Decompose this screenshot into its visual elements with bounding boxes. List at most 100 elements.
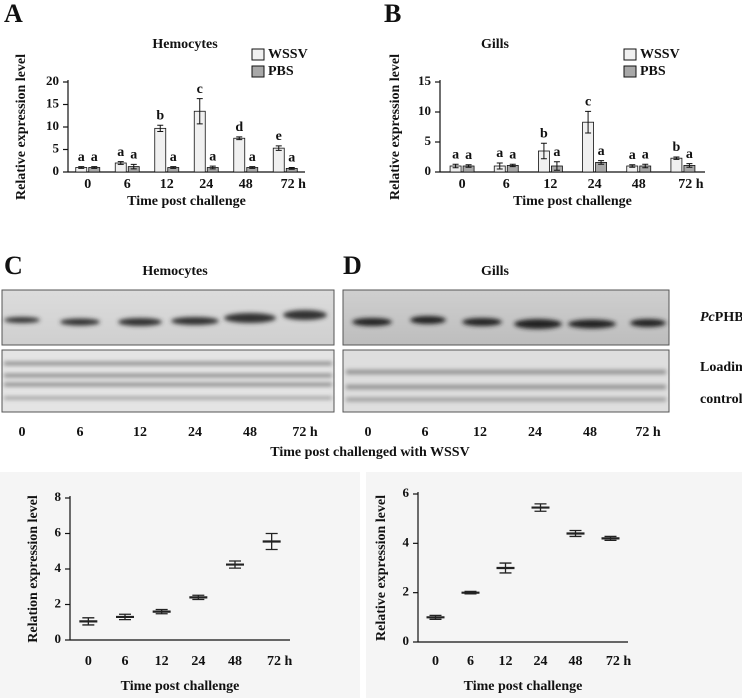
- x-tick-label: 72 h: [267, 654, 293, 669]
- error-bar: [598, 160, 605, 165]
- error-bar: [236, 136, 243, 141]
- panel-label: B: [384, 0, 401, 28]
- significance-letter: a: [629, 148, 636, 163]
- error-bar: [117, 161, 124, 165]
- x-tick-label: 24: [534, 654, 548, 669]
- x-tick-label: 72 h: [678, 177, 704, 192]
- error-bar: [288, 167, 295, 170]
- error-bar: [553, 161, 560, 171]
- error-bar: [157, 124, 164, 132]
- significance-letter: a: [117, 145, 124, 160]
- significance-letter: a: [91, 150, 98, 165]
- y-tick-label: 4: [55, 560, 62, 575]
- significance-letter: c: [585, 95, 591, 110]
- error-bar: [642, 163, 649, 169]
- lane-label: 0: [365, 425, 372, 440]
- x-tick-label: 72 h: [281, 177, 307, 192]
- x-tick-label: 6: [124, 177, 131, 192]
- significance-letter: b: [673, 140, 681, 155]
- error-bar: [275, 145, 282, 151]
- x-tick-label: 6: [122, 654, 129, 669]
- error-bar: [196, 98, 203, 125]
- y-axis-label: Relative expression level: [14, 54, 29, 200]
- y-tick-label: 4: [403, 534, 410, 549]
- lane-label: 0: [19, 425, 26, 440]
- y-tick-label: 6: [55, 524, 62, 539]
- x-axis-label: Time post challenge: [121, 679, 240, 694]
- significance-letter: a: [465, 148, 472, 163]
- lane-label: 72 h: [292, 425, 318, 440]
- y-tick-label: 0: [403, 633, 410, 648]
- error-bar: [452, 163, 459, 169]
- error-bar: [540, 142, 547, 160]
- loading-label: control: [700, 392, 742, 407]
- x-tick-label: 12: [155, 654, 169, 669]
- x-tick-label: 0: [84, 177, 91, 192]
- loading-bands: [346, 370, 666, 401]
- panel-background: [366, 472, 742, 698]
- panel-label: D: [343, 251, 362, 280]
- legend-label: WSSV: [268, 47, 308, 62]
- significance-letter: a: [288, 151, 295, 166]
- significance-letter: a: [686, 147, 693, 162]
- legend-swatch: [251, 65, 265, 78]
- x-tick-label: 0: [432, 654, 439, 669]
- error-bar: [686, 163, 693, 168]
- lane-label: 72 h: [635, 425, 661, 440]
- significance-letter: a: [553, 145, 560, 160]
- x-axis-label: Time post challenge: [127, 194, 246, 209]
- significance-letter: b: [156, 108, 164, 123]
- panel-background: [0, 472, 360, 698]
- chart-title: Hemocytes: [152, 37, 218, 52]
- x-tick-label: 12: [499, 654, 513, 669]
- significance-letter: a: [452, 147, 459, 162]
- x-axis-label: Time post challenge: [464, 679, 583, 694]
- error-bar: [91, 166, 98, 169]
- significance-letter: a: [598, 144, 605, 159]
- significance-letter: a: [78, 150, 85, 165]
- x-tick-label: 6: [503, 177, 510, 192]
- x-tick-label: 72 h: [606, 654, 632, 669]
- bar: [670, 157, 683, 173]
- y-tick-label: 5: [53, 140, 60, 155]
- y-tick-label: 5: [425, 133, 432, 148]
- lane-label: 48: [243, 425, 257, 440]
- significance-letter: a: [642, 147, 649, 162]
- loading-label: Loading: [700, 360, 742, 375]
- lane-label: 24: [528, 425, 542, 440]
- y-tick-label: 0: [53, 163, 60, 178]
- y-axis-label: Relative expression level: [388, 54, 403, 200]
- chart-title: Gills: [481, 37, 510, 52]
- blot: [1, 349, 335, 413]
- y-tick-label: 10: [46, 118, 59, 133]
- legend-swatch: [623, 48, 637, 61]
- significance-letter: a: [496, 146, 503, 161]
- x-tick-label: 24: [588, 177, 602, 192]
- significance-letter: a: [209, 149, 216, 164]
- x-tick-label: 0: [459, 177, 466, 192]
- bar: [154, 127, 167, 173]
- lane-label: 6: [422, 425, 429, 440]
- error-bar: [509, 163, 516, 168]
- blot-bands: [4, 310, 327, 326]
- error-bar: [629, 164, 636, 168]
- y-axis-label: Relative expression level: [374, 495, 389, 641]
- y-tick-label: 15: [418, 73, 432, 88]
- significance-letter: a: [130, 148, 137, 163]
- legend-swatch: [623, 65, 637, 78]
- legend-label: WSSV: [640, 47, 680, 62]
- significance-letter: e: [276, 129, 282, 144]
- significance-letter: c: [197, 82, 203, 97]
- error-bar: [585, 110, 592, 134]
- y-tick-label: 2: [403, 584, 410, 599]
- y-tick-label: 8: [55, 489, 62, 504]
- protein-name: PHB1: [715, 310, 742, 325]
- y-tick-label: 2: [55, 595, 62, 610]
- x-tick-label: 12: [543, 177, 557, 192]
- error-bar: [496, 162, 503, 170]
- x-tick-label: 48: [239, 177, 253, 192]
- legend-label: PBS: [268, 64, 294, 79]
- panel-label: A: [4, 0, 23, 28]
- blot: [1, 289, 335, 346]
